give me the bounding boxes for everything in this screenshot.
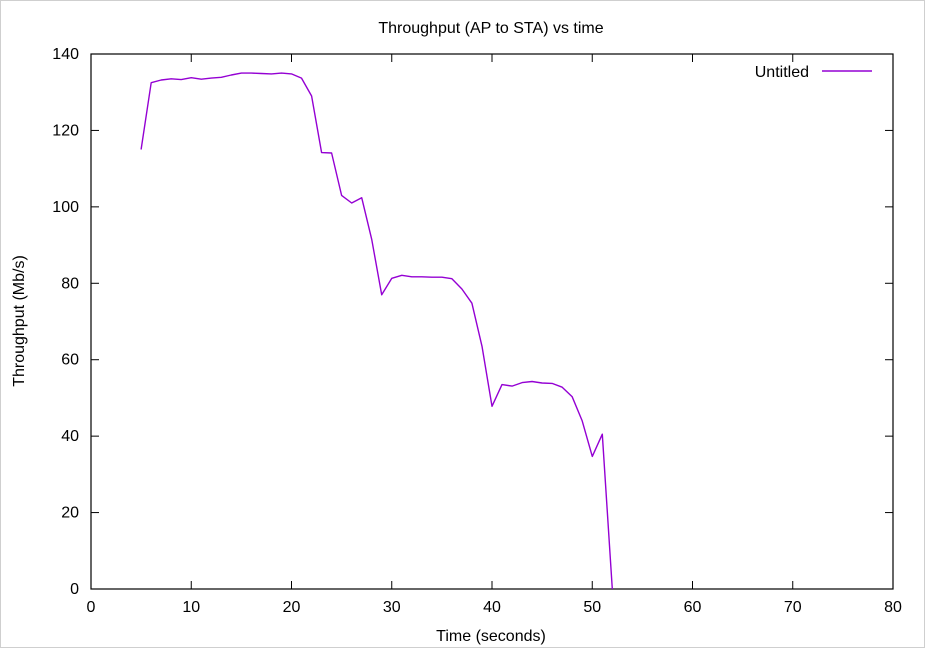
y-tick-label: 100: [52, 199, 79, 216]
chart-title: Throughput (AP to STA) vs time: [378, 20, 603, 37]
y-tick-label: 120: [52, 122, 79, 139]
x-tick-label: 50: [583, 599, 601, 616]
x-tick-label: 30: [383, 599, 401, 616]
plot-border: [90, 53, 894, 590]
x-tick-label: 10: [182, 599, 200, 616]
y-tick-label: 20: [61, 505, 79, 522]
y-tick-label: 40: [61, 428, 79, 445]
x-tick-label: 80: [884, 599, 902, 616]
plot-area: 0 10 20 30 40 50 60 70 80 0 20 40 60 80 100 120 140 Untit…: [52, 46, 902, 616]
y-tick-label: 140: [52, 46, 79, 63]
x-tick-label: 60: [684, 599, 702, 616]
y-axis-label: Throughput (Mb/s): [11, 255, 28, 387]
x-tick-label: 70: [784, 599, 802, 616]
series-line: [140, 72, 613, 590]
x-tick-label: 40: [483, 599, 501, 616]
legend-label: Untitled: [755, 64, 809, 81]
x-axis-label: Time (seconds): [436, 628, 546, 645]
y-tick-label: 80: [61, 275, 79, 292]
x-tick-label: 20: [283, 599, 301, 616]
y-tick-label: 0: [70, 581, 79, 598]
x-tick-label: 0: [87, 599, 96, 616]
y-tick-label: 60: [61, 352, 79, 369]
